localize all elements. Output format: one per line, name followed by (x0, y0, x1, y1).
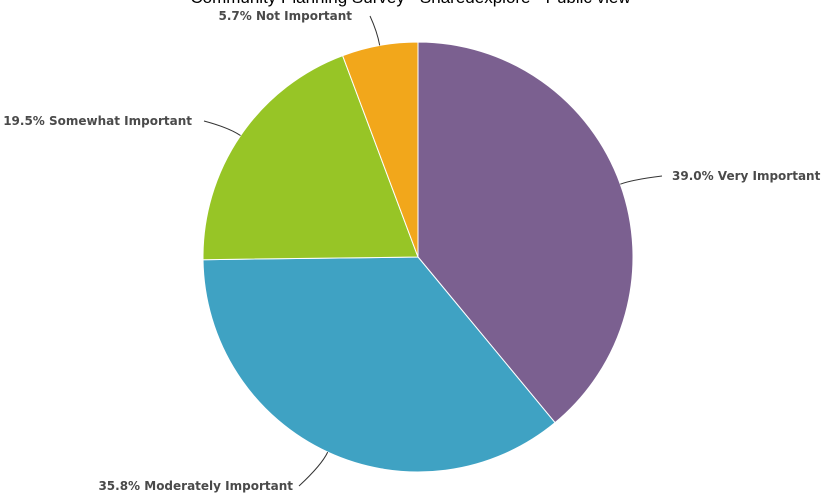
chart-title: Community Planning Survey - Sharedexplor… (0, 0, 821, 8)
slice-label-very-important: 39.0% Very Important (672, 169, 821, 183)
slice-label-moderately-important: 35.8% Moderately Important (98, 479, 293, 493)
leader-line-not-important (369, 15, 381, 46)
slice-labels: 39.0% Very Important 35.8% Moderately Imp… (3, 9, 820, 493)
slice-label-not-important: 5.7% Not Important (219, 9, 353, 23)
pie-slice-very-important (417, 41, 634, 424)
pie-slices (202, 41, 634, 473)
leader-lines (203, 15, 663, 487)
leader-line-very-important (620, 175, 663, 185)
leader-line-moderately-important (298, 451, 329, 487)
slice-label-somewhat-important: 19.5% Somewhat Important (3, 114, 192, 128)
pie-slice-moderately-important (202, 256, 556, 473)
leader-line-somewhat-important (203, 120, 241, 137)
pie-slice-not-important (341, 41, 419, 258)
